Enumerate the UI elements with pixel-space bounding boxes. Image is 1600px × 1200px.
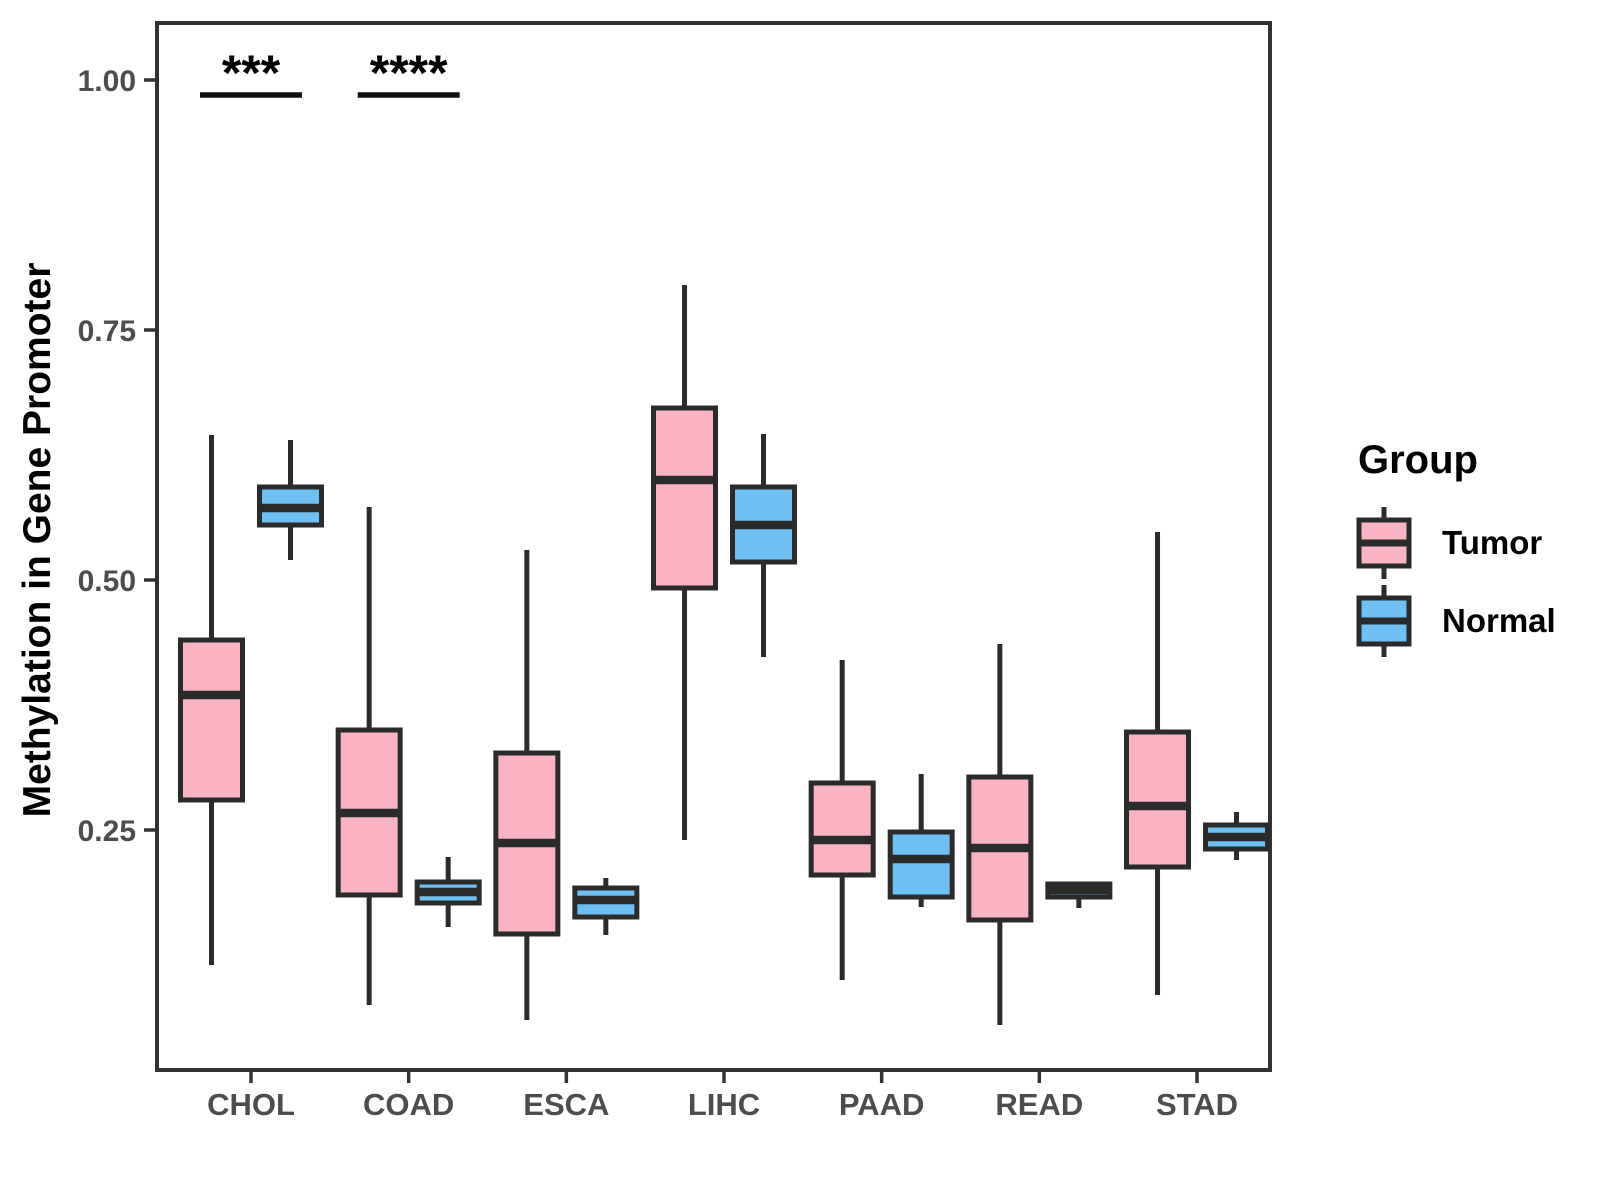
y-tick-label-1.00: 1.00: [78, 65, 136, 98]
x-tick-label-stad: STAD: [1156, 1087, 1238, 1122]
legend-item-normal: Normal: [1352, 583, 1556, 659]
y-tick-label-0.50: 0.50: [78, 565, 136, 598]
boxplot-glyph-normal: [1356, 585, 1412, 657]
legend-label-normal: Normal: [1442, 602, 1556, 639]
box-normal-paad-iqr: [887, 829, 955, 900]
legend: Group Tumor Normal: [1352, 438, 1556, 661]
box-tumor-chol-iqr: [178, 637, 245, 803]
legend-title: Group: [1358, 438, 1478, 482]
y-tick-label-0.75: 0.75: [78, 315, 136, 348]
plot-panel-border: [155, 21, 1272, 1072]
significance-stars-coad: ****: [370, 45, 448, 101]
y-tick-label-0.25: 0.25: [78, 815, 136, 848]
legend-item-tumor: Tumor: [1352, 505, 1556, 581]
x-tick-label-paad: PAAD: [839, 1087, 925, 1122]
boxplot-glyph-tumor: [1356, 507, 1412, 579]
x-tick-label-esca: ESCA: [523, 1087, 609, 1122]
x-tick-label-lihc: LIHC: [688, 1087, 760, 1122]
x-tick-label-coad: COAD: [363, 1087, 454, 1122]
significance-stars-chol: ***: [222, 45, 281, 101]
box-tumor-lihc-iqr: [651, 405, 719, 591]
box-tumor-stad-iqr: [1124, 729, 1192, 870]
x-tick-label-chol: CHOL: [207, 1087, 295, 1122]
x-tick-label-read: READ: [995, 1087, 1083, 1122]
box-tumor-paad-iqr: [808, 780, 876, 878]
legend-label-tumor: Tumor: [1442, 524, 1543, 561]
